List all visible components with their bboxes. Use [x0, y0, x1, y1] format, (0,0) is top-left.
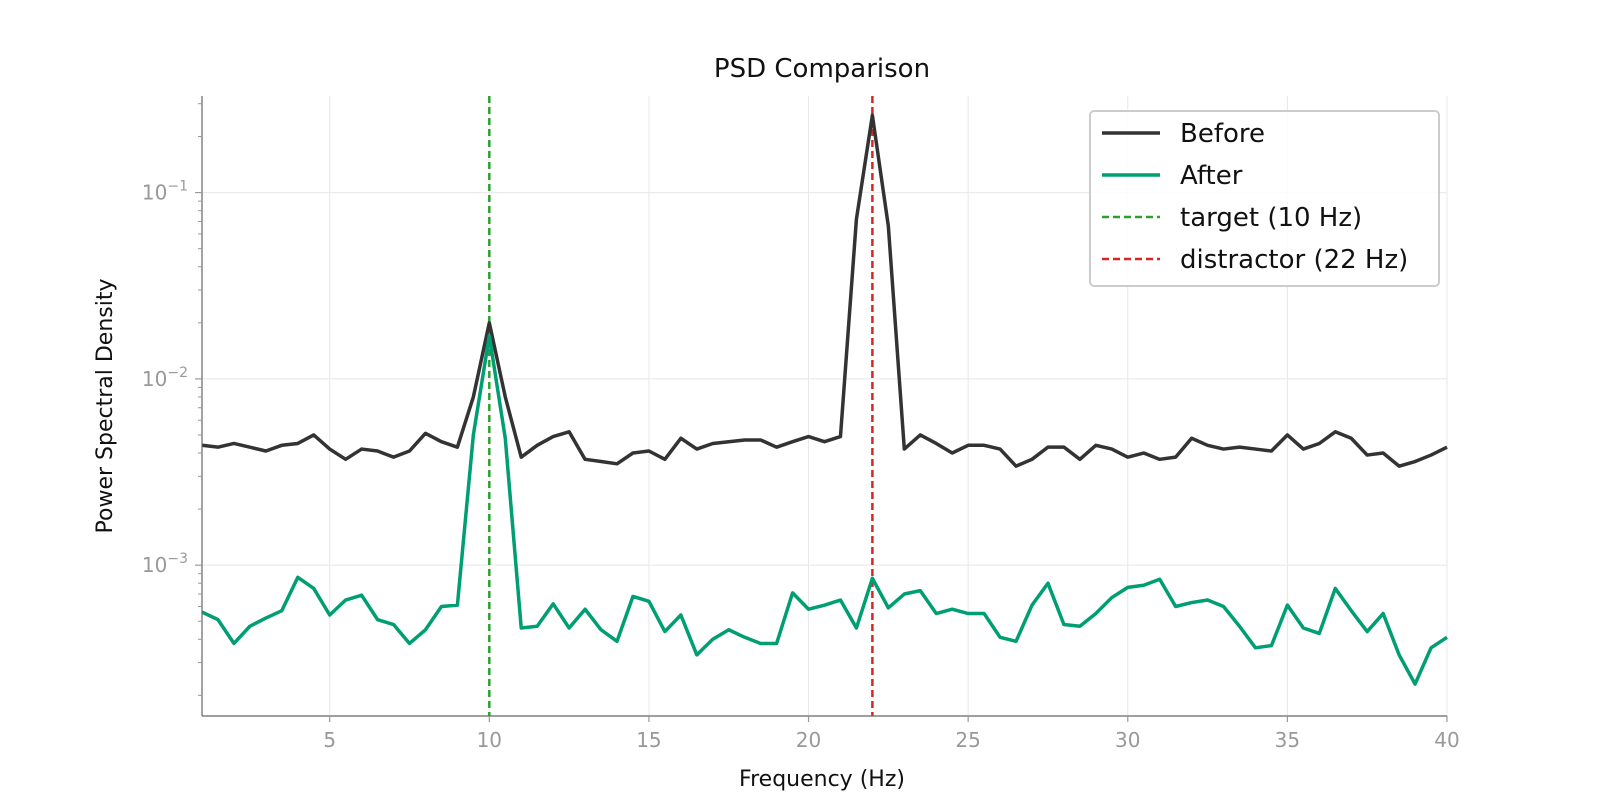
legend-box	[1089, 110, 1440, 287]
legend-label-distractor: distractor (22 Hz)	[1180, 245, 1408, 275]
x-tick-label: 20	[796, 728, 821, 752]
plot-area	[201, 96, 1448, 716]
y-tick-label: 10−1	[142, 179, 188, 205]
x-tick-label: 25	[955, 728, 980, 752]
legend-label-before: Before	[1180, 119, 1265, 149]
x-tick-label: 40	[1434, 728, 1459, 752]
series-line-before	[201, 113, 1448, 468]
legend: Before After target (10 Hz) distractor (22 …	[1089, 110, 1440, 287]
axes: 5 10 15 20 25 30 35 40 10−3 10−2 10−1	[142, 96, 1460, 752]
y-tick-label: 10−2	[142, 365, 188, 391]
legend-label-after: After	[1180, 161, 1243, 191]
x-tick-label: 15	[636, 728, 661, 752]
x-tick-label: 5	[323, 728, 336, 752]
y-tick-label: 10−3	[142, 551, 188, 577]
x-tick-label: 30	[1115, 728, 1140, 752]
y-axis-label: Power Spectral Density	[93, 279, 118, 534]
chart-title: PSD Comparison	[714, 54, 930, 84]
legend-label-target: target (10 Hz)	[1180, 203, 1362, 233]
series-line-after	[201, 334, 1448, 686]
x-tick-label: 10	[477, 728, 502, 752]
x-axis-label: Frequency (Hz)	[739, 767, 905, 792]
x-tick-label: 35	[1275, 728, 1300, 752]
